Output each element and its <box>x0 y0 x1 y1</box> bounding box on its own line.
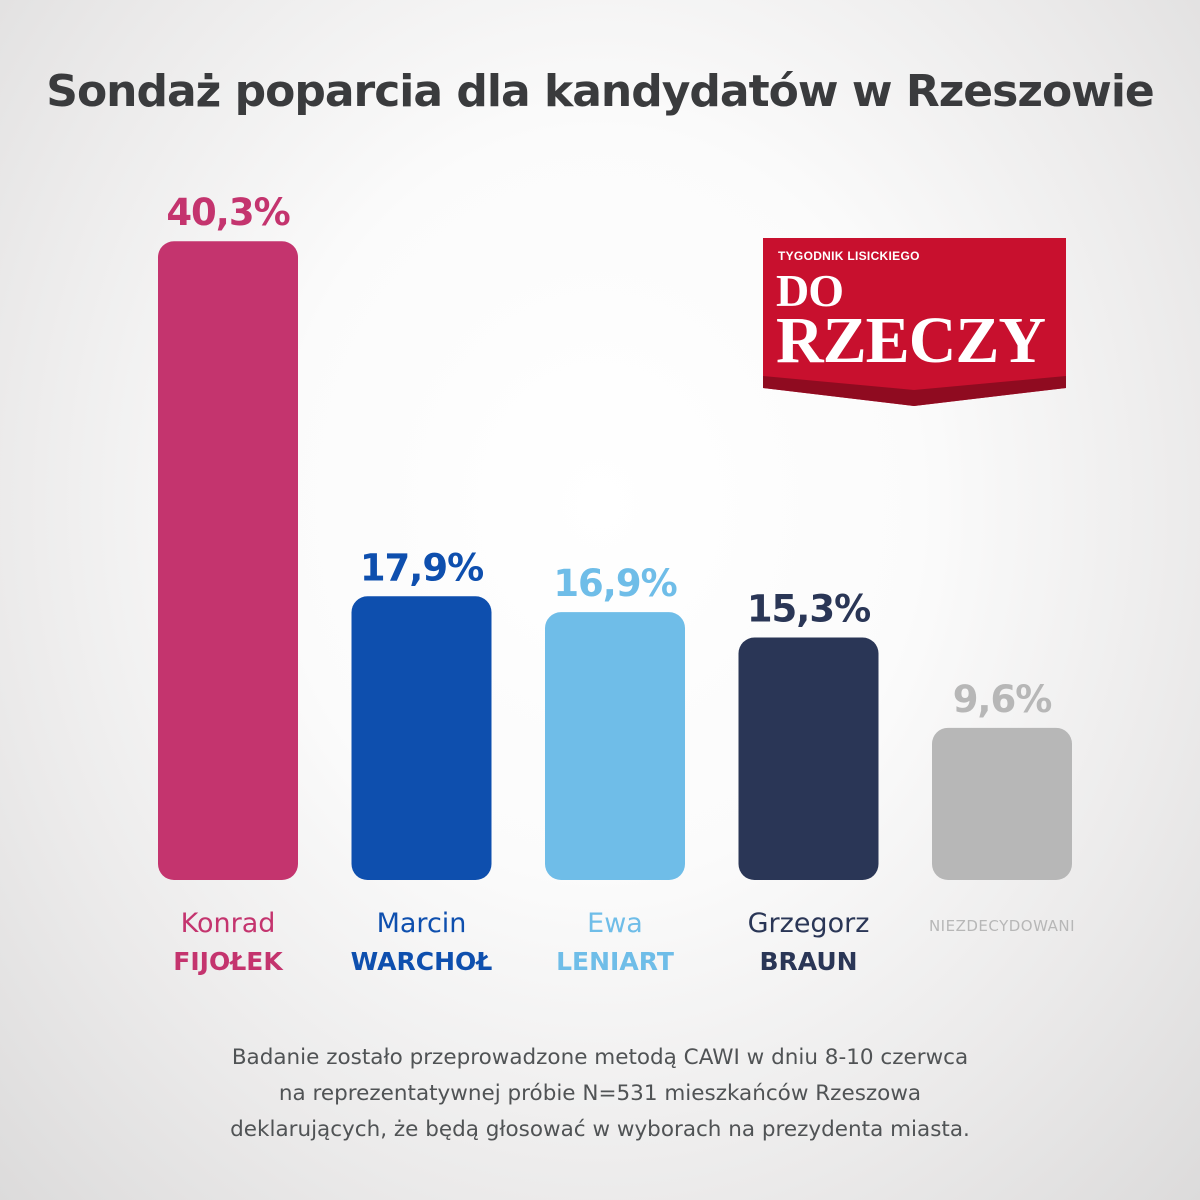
candidate-first-name: Ewa <box>587 908 643 939</box>
bar <box>545 612 685 880</box>
bar <box>932 727 1072 880</box>
chart-title: Sondaż poparcia dla kandydatów w Rzeszow… <box>46 66 1155 117</box>
value-label: 40,3% <box>166 191 289 234</box>
candidate-first-name: Konrad <box>181 908 276 939</box>
value-label: 17,9% <box>360 546 483 589</box>
bar <box>158 241 298 880</box>
candidate-last-name: LENIART <box>556 947 674 976</box>
value-label: 15,3% <box>747 587 870 630</box>
bar-chart: 40,3% Konrad FIJOŁEK 17,9% Marcin WARCHOŁ 16,9… <box>158 191 1075 976</box>
logo-badge-shape <box>763 238 1066 406</box>
methodology-line: na reprezentatywnej próbie N=531 mieszka… <box>278 1081 922 1106</box>
bar <box>351 596 492 880</box>
candidate-first-name: Marcin <box>377 908 467 939</box>
value-label: 9,6% <box>953 678 1052 721</box>
candidate-last-name: FIJOŁEK <box>173 947 284 976</box>
category-label: NIEZDECYDOWANI <box>929 917 1075 935</box>
logo-word-rzeczy: RZECZY <box>776 304 1046 377</box>
candidate-last-name: WARCHOŁ <box>351 947 493 976</box>
methodology-line: Badanie zostało przeprowadzone metodą CA… <box>231 1045 969 1070</box>
methodology-note: Badanie zostało przeprowadzone metodą CA… <box>150 1040 1050 1148</box>
methodology-line: deklarujących, że będą głosować w wybora… <box>230 1117 970 1142</box>
candidate-first-name: Grzegorz <box>748 908 870 939</box>
logo-tagline: TYGODNIK LISICKIEGO <box>778 249 920 263</box>
bar <box>738 637 879 880</box>
value-label: 16,9% <box>553 562 676 605</box>
logo-word-do: DO <box>776 265 844 316</box>
candidate-last-name: BRAUN <box>759 947 857 976</box>
